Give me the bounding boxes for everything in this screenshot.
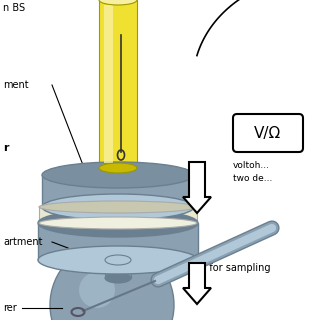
Bar xyxy=(105,260,131,278)
Text: artment: artment xyxy=(3,237,43,247)
Bar xyxy=(104,5,113,163)
Text: rer: rer xyxy=(3,303,17,313)
Ellipse shape xyxy=(99,0,137,5)
Text: V/Ω: V/Ω xyxy=(254,125,282,140)
Text: ment: ment xyxy=(3,80,28,90)
Text: n BS: n BS xyxy=(3,3,25,13)
Polygon shape xyxy=(39,207,197,223)
Text: exit for sampling: exit for sampling xyxy=(188,263,270,273)
Polygon shape xyxy=(38,223,198,260)
Ellipse shape xyxy=(105,273,131,283)
Text: voltoh...: voltoh... xyxy=(233,161,270,170)
Ellipse shape xyxy=(38,209,198,237)
Bar xyxy=(99,0,137,168)
Ellipse shape xyxy=(38,246,198,274)
Ellipse shape xyxy=(105,255,131,265)
Circle shape xyxy=(50,243,174,320)
Text: r: r xyxy=(3,143,9,153)
FancyBboxPatch shape xyxy=(233,114,303,152)
Polygon shape xyxy=(42,175,194,207)
FancyArrow shape xyxy=(183,263,211,304)
Ellipse shape xyxy=(42,194,194,220)
Ellipse shape xyxy=(39,217,197,229)
FancyArrow shape xyxy=(183,162,211,213)
Ellipse shape xyxy=(99,163,137,173)
Text: two de...: two de... xyxy=(233,173,272,182)
Ellipse shape xyxy=(39,201,197,213)
Circle shape xyxy=(79,272,115,308)
Ellipse shape xyxy=(42,162,194,188)
